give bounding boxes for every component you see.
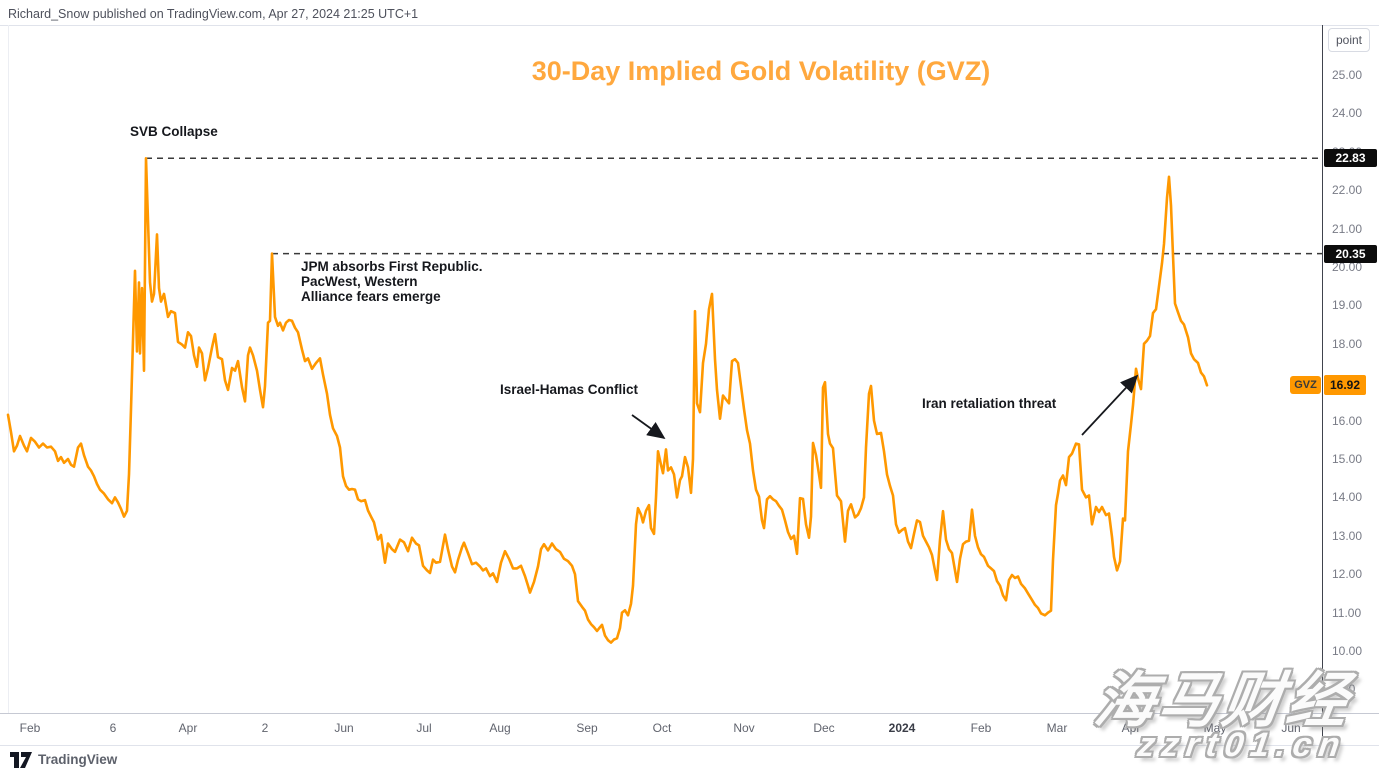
- time-tick-label: Apr: [178, 721, 198, 735]
- price-tick-label: 9.00: [1332, 682, 1356, 697]
- time-tick-label: Apr: [1121, 721, 1141, 735]
- time-tick-label: Feb: [970, 721, 992, 735]
- chart-annotation-1: JPM absorbs First Republic. PacWest, Wes…: [301, 259, 483, 304]
- publish-byline: Richard_Snow published on TradingView.co…: [8, 7, 419, 21]
- watermark-url-text: zzrt01.cn: [1135, 726, 1350, 764]
- price-tick-label: 14.00: [1332, 490, 1363, 505]
- time-tick-label: Nov: [733, 721, 755, 735]
- price-tick-label: 21.00: [1332, 221, 1363, 236]
- time-axis-bottom-border: [0, 745, 1379, 746]
- time-tick-label: 2: [261, 721, 269, 735]
- pane-left-border: [8, 25, 9, 713]
- price-tick-label: 20.00: [1332, 260, 1363, 274]
- price-tick-label: 10.00: [1332, 644, 1363, 658]
- price-tick-label: 16.00: [1332, 413, 1363, 428]
- level-price-badge: 20.35: [1324, 244, 1377, 263]
- time-tick-label: Mar: [1046, 721, 1068, 735]
- tradingview-brand-label[interactable]: TradingView: [38, 752, 118, 767]
- level-price-badge: 22.83: [1324, 149, 1377, 168]
- tradingview-logo-icon[interactable]: [10, 751, 32, 768]
- annotation-arrow: [631, 414, 666, 440]
- price-tick-label: 15.00: [1332, 452, 1363, 466]
- footer-bar: TradingView: [0, 746, 1379, 773]
- series-name-badge: GVZ: [1290, 376, 1321, 395]
- price-scale-unit-button[interactable]: point: [1328, 28, 1370, 52]
- chart-title: 30-Day Implied Gold Volatility (GVZ): [531, 56, 991, 86]
- time-tick-label: Aug: [489, 721, 511, 735]
- chart-annotation-2: Israel-Hamas Conflict: [500, 382, 639, 397]
- time-axis-top-border: [0, 713, 1379, 714]
- time-tick-label: 6: [109, 721, 117, 735]
- price-tick-label: 25.00: [1332, 68, 1363, 82]
- time-tick-label: Jul: [416, 721, 432, 735]
- price-axis-separator: [1322, 25, 1323, 756]
- time-tick-label: Feb: [19, 721, 41, 735]
- price-tick-label: 22.00: [1332, 183, 1363, 198]
- price-tick-label: 12.00: [1332, 567, 1363, 582]
- time-tick-label: Oct: [652, 721, 672, 735]
- time-tick-label: Dec: [813, 721, 835, 735]
- chart-annotation-3: Iran retaliation threat: [922, 396, 1057, 411]
- time-tick-label: Jun: [1281, 721, 1301, 735]
- time-tick-label: Jun: [334, 721, 354, 735]
- time-tick-label: 2024: [888, 721, 916, 735]
- chart-annotation-0: SVB Collapse: [130, 124, 218, 139]
- top-divider: [0, 25, 1379, 26]
- annotation-arrows: [631, 374, 1139, 440]
- time-tick-label: Sep: [576, 721, 598, 735]
- current-price-badge: 16.92: [1324, 375, 1366, 396]
- price-tick-label: 11.00: [1332, 605, 1362, 620]
- dashed-level-lines: [146, 157, 1322, 255]
- price-tick-label: 18.00: [1332, 336, 1363, 351]
- price-tick-label: 24.00: [1332, 106, 1363, 121]
- time-tick-label: May: [1203, 721, 1227, 735]
- annotation-arrow: [1081, 374, 1139, 436]
- price-tick-label: 13.00: [1332, 528, 1363, 543]
- price-tick-label: 19.00: [1332, 298, 1363, 313]
